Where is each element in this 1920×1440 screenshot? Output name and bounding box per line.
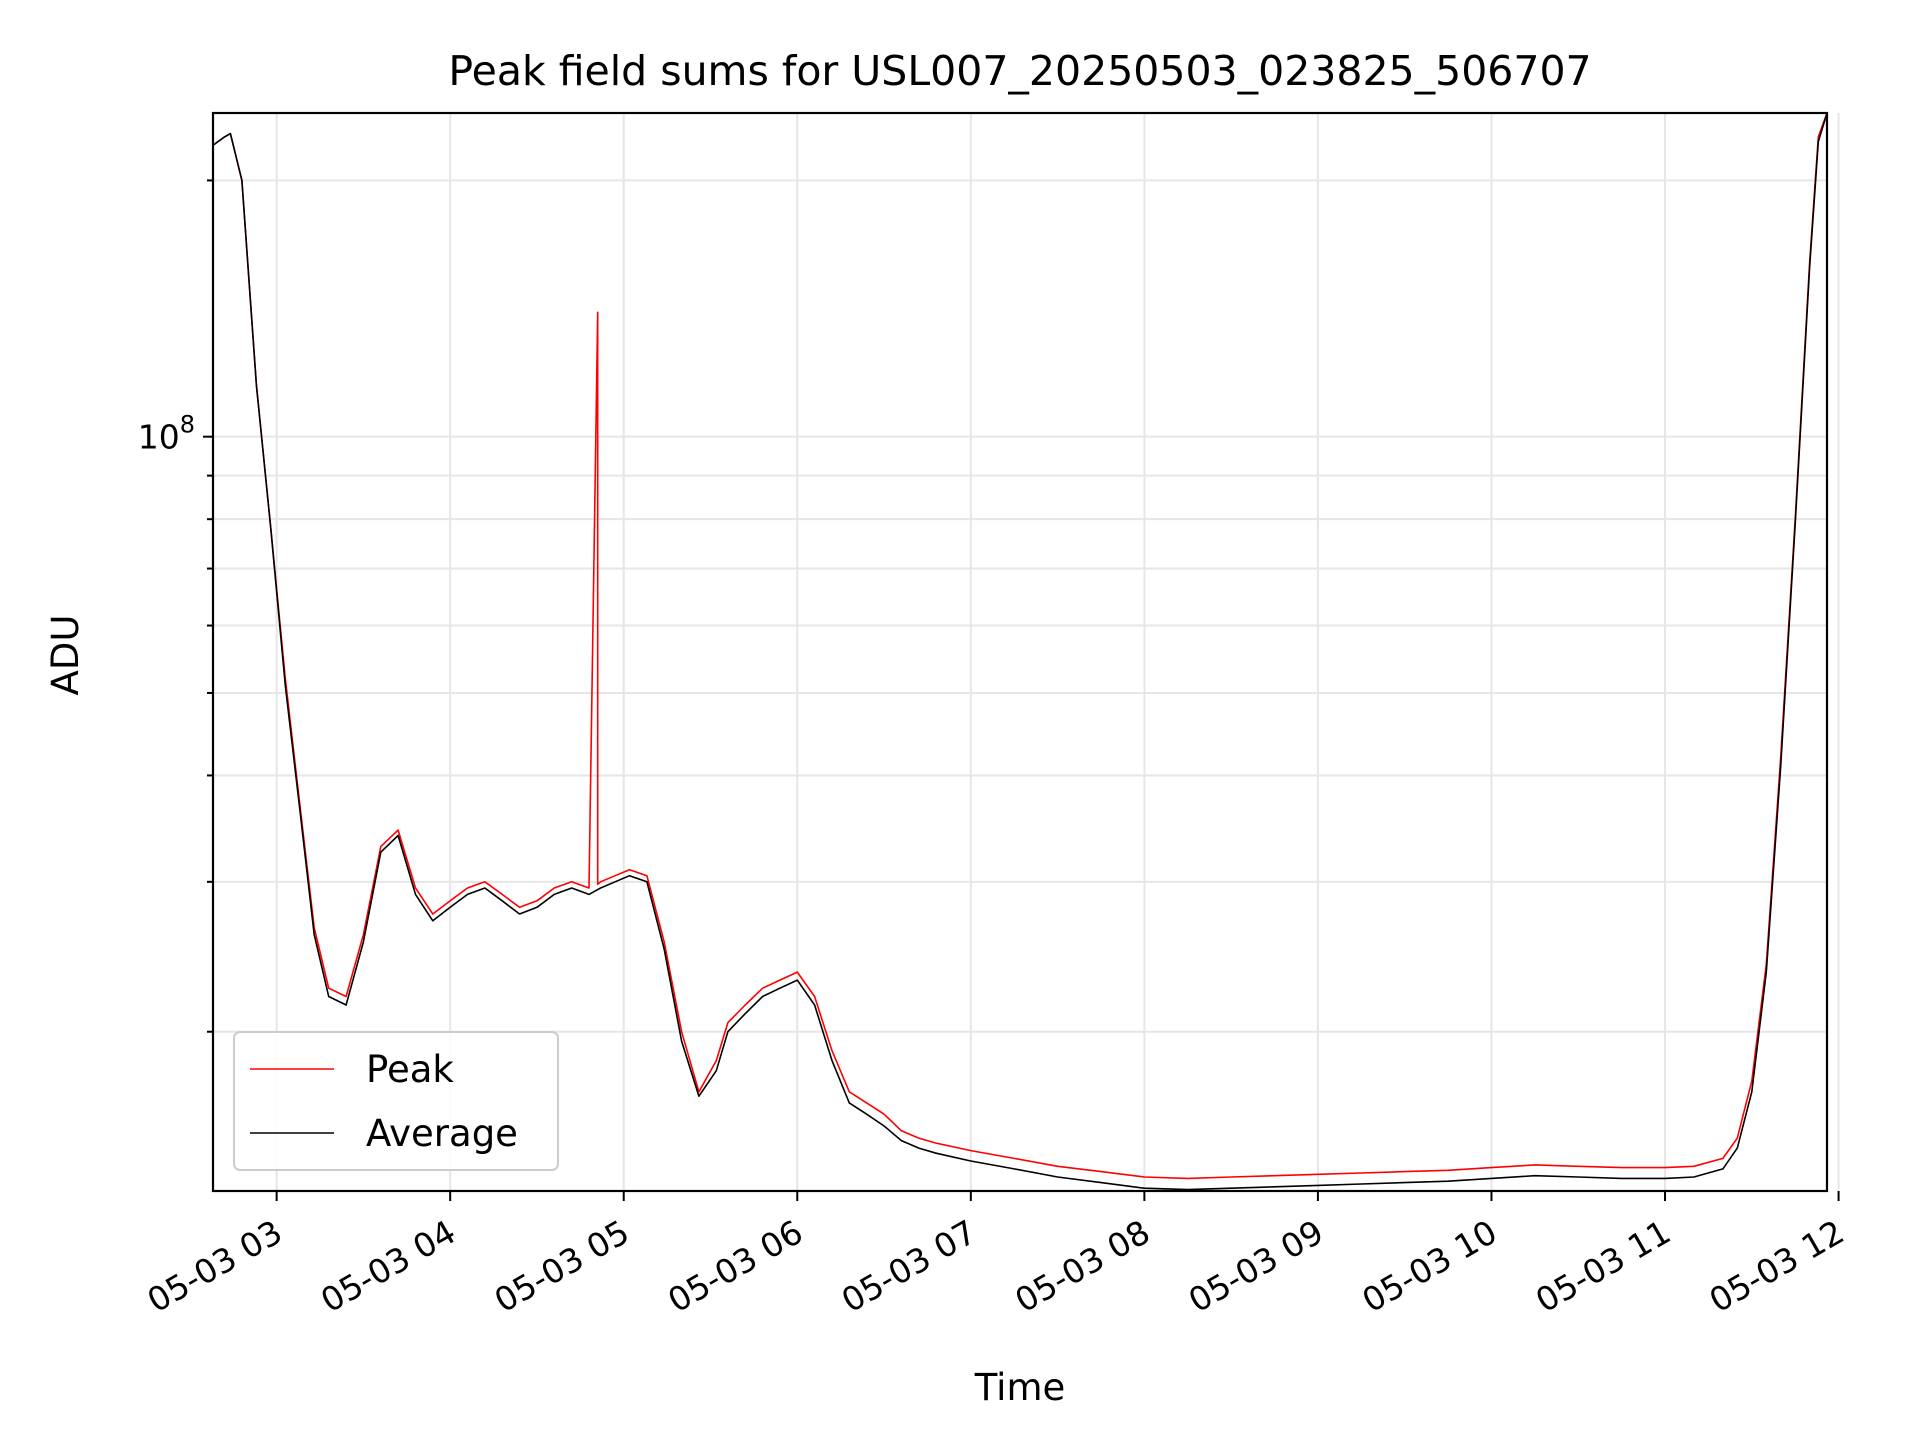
chart-title: Peak field sums for USL007_20250503_0238… — [448, 47, 1591, 95]
series-line-average — [213, 113, 1827, 1191]
legend-box — [233, 1031, 559, 1171]
y-axis-ticks: 108 — [138, 179, 213, 1033]
grid-lines — [213, 113, 1840, 1191]
x-axis-label: Time — [974, 1366, 1066, 1409]
series-line-peak — [213, 113, 1827, 1180]
y-tick-label: 108 — [138, 411, 195, 457]
legend-label-peak: Peak — [366, 1048, 454, 1091]
legend-label-average: Average — [366, 1112, 518, 1155]
legend: Peak Average — [233, 1031, 559, 1171]
plot-series — [213, 113, 1827, 1191]
plot-frame — [211, 111, 1829, 1193]
y-axis-label: ADU — [44, 615, 87, 696]
